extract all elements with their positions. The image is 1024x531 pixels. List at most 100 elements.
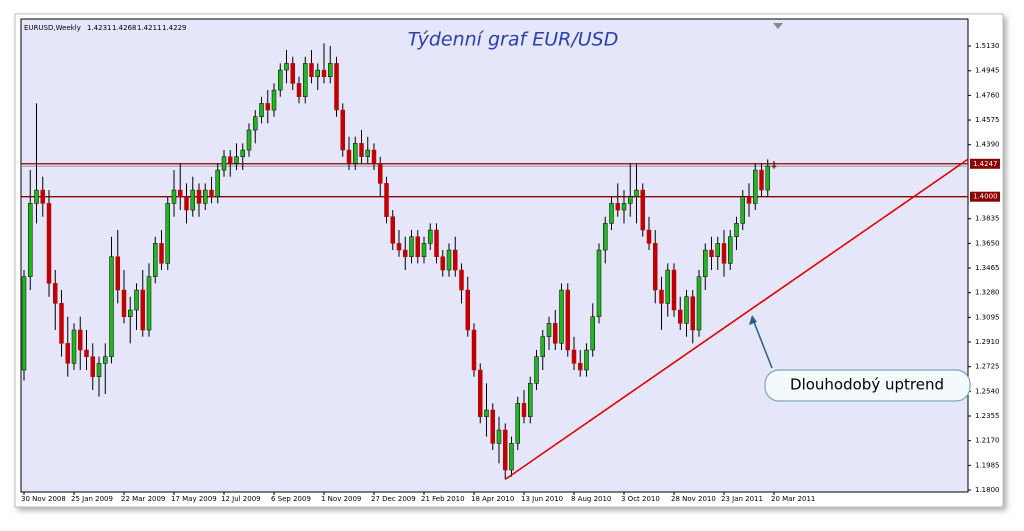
candle-body: [571, 349, 577, 364]
candle-body: [303, 63, 308, 97]
header-open: 1.4231: [87, 24, 112, 32]
y-tick-label: 1.1800: [975, 486, 1000, 494]
x-tick-label: 25 Jan 2009: [71, 495, 113, 503]
x-tick-label: 8 Aug 2010: [571, 495, 611, 503]
x-tick-label: 1 Nov 2009: [321, 495, 361, 503]
candle-body: [390, 216, 395, 244]
arrow-head: [749, 315, 757, 325]
y-tick-label: 1.3465: [975, 264, 1000, 272]
candle-body: [346, 149, 352, 164]
candle-body: [271, 89, 277, 111]
candle-body: [446, 249, 452, 271]
candle-body: [653, 243, 658, 291]
candle-body: [409, 236, 414, 257]
candle-body: [84, 349, 89, 357]
candle-body: [315, 69, 320, 77]
candle-body: [246, 129, 252, 151]
candle-body: [528, 383, 533, 417]
candle-body: [628, 196, 633, 204]
candle-body: [740, 196, 745, 224]
candle-body: [240, 149, 245, 157]
candle-body: [253, 116, 258, 131]
x-tick-label: 18 Apr 2010: [471, 495, 514, 503]
candle-body: [365, 149, 370, 157]
candle-body: [378, 163, 383, 184]
y-tick-label: 1.2540: [975, 387, 1000, 395]
candle-body: [78, 329, 83, 351]
y-tick-label: 1.1985: [975, 461, 1000, 469]
candle-body: [328, 63, 333, 77]
y-tick-label: 1.5130: [975, 42, 1000, 50]
candle-body: [621, 203, 627, 211]
candle-body: [578, 363, 583, 371]
candle-body: [28, 203, 33, 277]
candle-body: [753, 169, 758, 204]
x-tick-label: 23 Jan 2011: [721, 495, 763, 503]
candle-body: [146, 276, 152, 331]
y-tick-label: 1.2725: [975, 363, 1000, 371]
x-tick-label: 17 May 2009: [171, 495, 217, 503]
candle-body: [415, 236, 420, 257]
candle-body: [309, 63, 314, 77]
candle-body: [671, 269, 677, 311]
candle-body: [696, 276, 702, 331]
candle-body: [659, 289, 664, 304]
candle-body: [284, 63, 289, 71]
candle-body: [546, 323, 552, 337]
header-low: 1.4211: [137, 24, 162, 32]
candle-body: [203, 189, 208, 204]
candle-body: [465, 289, 470, 331]
candle-body: [434, 229, 439, 257]
scroll-marker: [773, 23, 783, 29]
candle-body: [440, 256, 445, 271]
candle-body: [165, 203, 170, 264]
x-tick-label: 22 Mar 2009: [121, 495, 165, 503]
x-tick-label: 6 Sep 2009: [271, 495, 311, 503]
candle-body: [609, 203, 614, 224]
candle-body: [665, 269, 670, 304]
candle-body: [196, 189, 202, 204]
y-tick-label: 1.3095: [975, 313, 1000, 321]
candle-body: [584, 349, 589, 371]
candle-body: [153, 243, 158, 277]
candle-body: [559, 289, 564, 344]
level-label-bg: [970, 158, 1000, 169]
candle-body: [384, 183, 389, 217]
y-tick-label: 1.3650: [975, 239, 1000, 247]
candle-body: [521, 403, 527, 417]
x-tick-label: 27 Dec 2009: [371, 495, 416, 503]
y-tick-label: 1.2910: [975, 338, 1000, 346]
symbol: EURUSD,Weekly: [24, 24, 81, 32]
candle-body: [478, 369, 483, 417]
candle-body: [109, 256, 114, 357]
annotation-arrow: [751, 316, 773, 369]
candle-body: [684, 296, 689, 324]
candle-body: [428, 229, 433, 244]
candles: [21, 43, 969, 480]
x-tick-label: 3 Oct 2010: [621, 495, 660, 503]
candle-body: [746, 196, 752, 204]
chart-title: Týdenní graf EUR/USD: [408, 29, 619, 51]
candle-body: [565, 289, 570, 351]
candle-body: [321, 69, 327, 77]
candle-body: [209, 189, 214, 197]
candle-body: [53, 283, 58, 304]
candle-body: [71, 329, 77, 364]
candle-body: [553, 323, 558, 344]
candle-body: [359, 143, 364, 157]
header-high: 1.4268: [112, 24, 137, 32]
candle-body: [34, 189, 39, 204]
candle-body: [490, 409, 495, 444]
candle-body: [121, 289, 127, 317]
candle-body: [453, 249, 458, 271]
candle-body: [634, 189, 639, 197]
candle-body: [534, 356, 539, 384]
candle-body: [21, 276, 27, 371]
candle-body: [496, 429, 502, 444]
candle-body: [715, 243, 720, 257]
candle-body: [596, 249, 602, 317]
candle-body: [721, 243, 727, 264]
x-tick-label: 21 Feb 2010: [421, 495, 465, 503]
candle-body: [140, 289, 145, 331]
